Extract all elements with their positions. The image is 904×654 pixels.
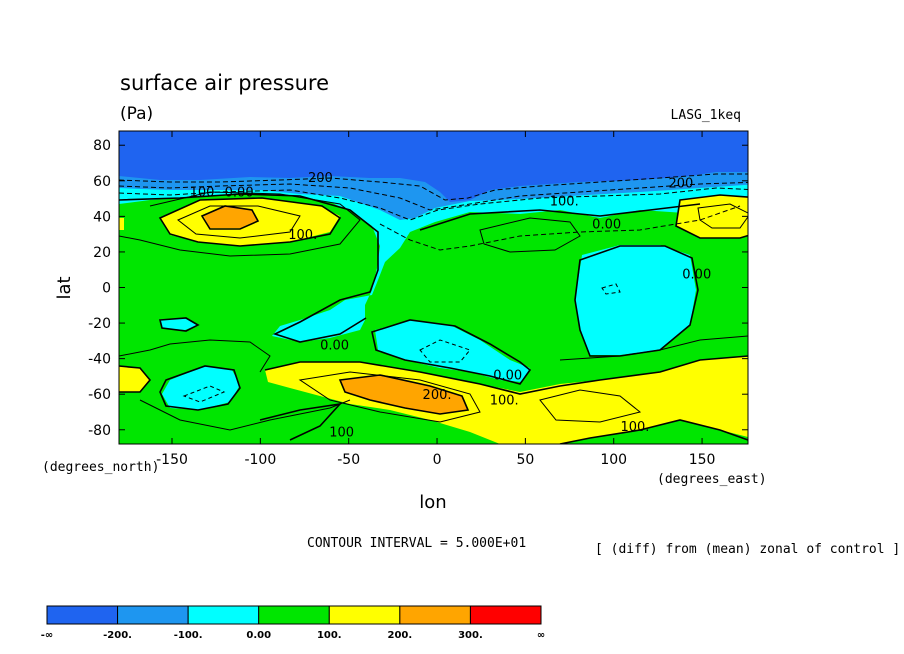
y-tick-label: -80 bbox=[88, 423, 111, 439]
y-tick-label: 80 bbox=[93, 138, 111, 154]
fill-cyan-sw2 bbox=[162, 366, 240, 410]
contour-lines bbox=[119, 173, 748, 444]
contour-zero-north2 bbox=[419, 203, 701, 231]
contour-50-south bbox=[139, 399, 351, 431]
contour-zero-north bbox=[119, 193, 379, 343]
x-axis-label: lon bbox=[419, 492, 446, 513]
contour-label: 100 bbox=[190, 185, 215, 200]
dataset-label: LASG_1keq bbox=[671, 108, 741, 123]
y-tick-label: -20 bbox=[88, 316, 111, 332]
colorbar-swatch bbox=[258, 605, 330, 625]
y-tick-label: 20 bbox=[93, 245, 111, 261]
contour-zero-sw bbox=[159, 365, 241, 411]
contour-neg-200 bbox=[119, 173, 748, 201]
x-tick-label: 100 bbox=[600, 452, 627, 468]
contour-neg50-sw bbox=[182, 385, 226, 403]
fill-orange-south bbox=[340, 375, 468, 414]
colorbar: -∞ -200. -100. 0.00 100. 200. 300. ∞ bbox=[41, 605, 545, 641]
contour-label: 100. bbox=[288, 228, 317, 243]
contour-label: 200 bbox=[668, 177, 693, 192]
x-tick-label: -150 bbox=[156, 452, 188, 468]
contour-label: 0.00 bbox=[682, 267, 711, 282]
contour-neg-100 bbox=[119, 187, 748, 221]
colorbar-label: 100. bbox=[317, 630, 342, 641]
fill-yellow-sw bbox=[119, 366, 150, 392]
y-axis-label: lat bbox=[54, 276, 75, 299]
colorbar-swatch bbox=[469, 605, 542, 625]
contour-150-south2 bbox=[539, 389, 642, 423]
fill-cyan-south bbox=[375, 320, 530, 382]
contour-100-nw bbox=[158, 197, 342, 247]
contour-200-south bbox=[338, 374, 470, 415]
contour-zero-south bbox=[371, 319, 532, 385]
contour-zero-sw2 bbox=[158, 317, 200, 332]
y-units-label: (degrees_north) bbox=[42, 460, 159, 475]
contour-label: 100 bbox=[329, 426, 354, 441]
contour-label: 200 bbox=[308, 171, 333, 186]
colorbar-swatch bbox=[328, 605, 401, 625]
axes: -150 -100 -50 0 50 100 150806040200-20-40-60-8… bbox=[88, 131, 748, 468]
contour-200-nw bbox=[200, 205, 260, 230]
contour-label: 100. bbox=[490, 394, 519, 409]
colorbar-label: 200. bbox=[388, 630, 413, 641]
y-tick-label: 0 bbox=[102, 281, 111, 297]
fill-cyan-east bbox=[575, 245, 696, 355]
x-tick-label: -100 bbox=[244, 452, 276, 468]
chart-title: surface air pressure bbox=[120, 71, 329, 95]
colorbar-label: 0.00 bbox=[246, 630, 271, 641]
fill-yellow-nwedge bbox=[119, 218, 124, 230]
y-tick-label: -60 bbox=[88, 387, 111, 403]
y-tick-label: 60 bbox=[93, 174, 111, 190]
fill-cyan-north bbox=[119, 178, 748, 342]
chart-units: (Pa) bbox=[120, 104, 153, 124]
x-tick-label: 50 bbox=[516, 452, 534, 468]
contour-50-nw bbox=[119, 191, 361, 257]
colorbar-swatch bbox=[117, 605, 189, 625]
colorbar-swatch bbox=[46, 605, 119, 625]
contour-150-nw bbox=[177, 205, 301, 239]
plot-area bbox=[119, 131, 748, 444]
contour-label: 0.00 bbox=[592, 217, 621, 232]
contour-label: 0.00 bbox=[225, 185, 254, 200]
contour-neg-150 bbox=[119, 181, 748, 211]
x-tick-label: 0 bbox=[433, 452, 442, 468]
contour-zero-east bbox=[574, 245, 699, 357]
contour-interval-text: CONTOUR INTERVAL = 5.000E+01 bbox=[307, 536, 526, 551]
contour-150-ne bbox=[697, 203, 748, 229]
contour-100-sw2 bbox=[119, 365, 152, 393]
contour-labels: 200 100 0.00 100. 100. 0.00 200 0.00 0.00 0.00 100… bbox=[190, 171, 712, 440]
contour-label: 0.00 bbox=[493, 369, 522, 384]
contour-100-south bbox=[264, 355, 748, 395]
colorbar-label: -∞ bbox=[41, 630, 53, 641]
contour-label: 200. bbox=[423, 388, 452, 403]
contour-label: 100. bbox=[620, 420, 649, 435]
contour-50-sw3 bbox=[119, 339, 271, 373]
contour-label: 0.00 bbox=[320, 338, 349, 353]
fill-yellow-ne bbox=[676, 195, 748, 238]
colorbar-label: ∞ bbox=[537, 630, 545, 641]
x-tick-label: -50 bbox=[337, 452, 360, 468]
x-tick-label: 150 bbox=[689, 452, 716, 468]
contour-50-south3 bbox=[559, 335, 748, 361]
contour-50-mid bbox=[479, 217, 581, 253]
fill-cyan-sw bbox=[160, 318, 198, 330]
contour-100-ne bbox=[675, 194, 748, 239]
colorbar-swatch bbox=[399, 605, 471, 625]
colorbar-label: -200. bbox=[103, 630, 132, 641]
contour-150-south bbox=[298, 371, 481, 423]
fill-orange-nw bbox=[203, 206, 258, 228]
fill-darkblue-north bbox=[119, 131, 748, 202]
y-tick-label: 40 bbox=[93, 209, 111, 225]
contour-neg-50 bbox=[379, 205, 741, 251]
y-tick-label: -40 bbox=[88, 352, 111, 368]
contour-label: 100. bbox=[550, 194, 579, 209]
colorbar-label: -100. bbox=[174, 630, 203, 641]
x-units-label: (degrees_east) bbox=[657, 472, 767, 487]
contour-100-south2 bbox=[559, 419, 748, 444]
colorbar-swatch bbox=[187, 605, 260, 625]
diff-note: [ (diff) from (mean) zonal of control ] bbox=[595, 542, 900, 557]
contour-neg50-east bbox=[601, 283, 621, 295]
colorbar-label: 300. bbox=[458, 630, 483, 641]
